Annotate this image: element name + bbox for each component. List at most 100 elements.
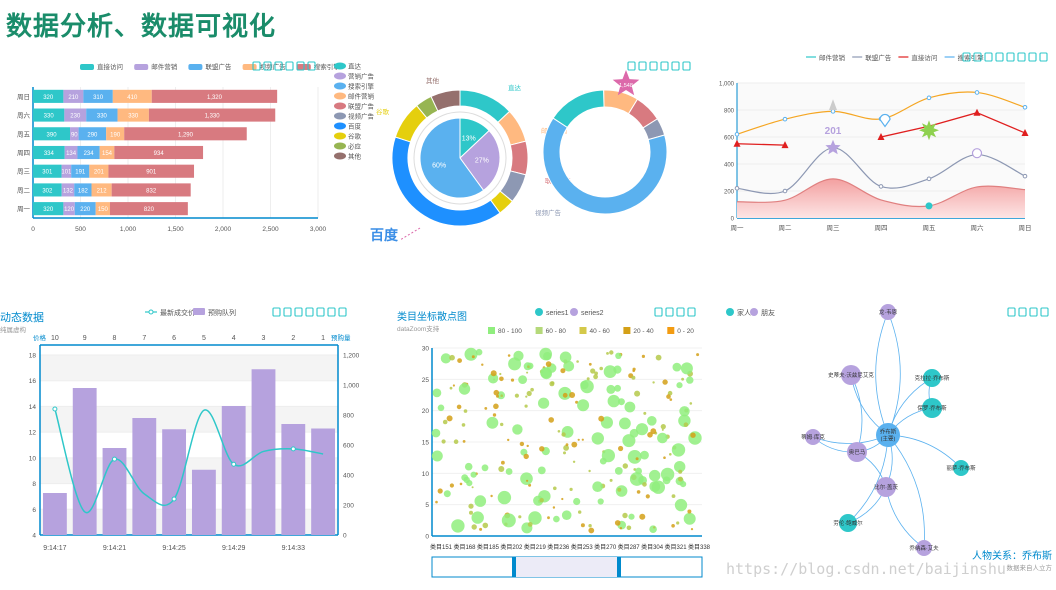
toolbox-tool-icon[interactable] [1029, 307, 1038, 317]
scatter-point[interactable] [539, 446, 545, 452]
range-legend-swatch[interactable] [623, 327, 631, 334]
dyn-bar[interactable] [281, 424, 306, 535]
graph-node[interactable] [953, 460, 969, 476]
scatter-point[interactable] [683, 512, 696, 525]
line-point[interactable] [877, 133, 885, 140]
bar-segment[interactable] [64, 108, 87, 122]
scatter-point[interactable] [569, 392, 576, 398]
scatter-point[interactable] [510, 378, 515, 382]
scatter-point[interactable] [576, 360, 579, 363]
bar-segment[interactable] [33, 183, 62, 197]
scatter-point[interactable] [649, 525, 657, 533]
scatter-point[interactable] [660, 424, 666, 430]
scatter-point[interactable] [453, 439, 459, 445]
line-point[interactable] [973, 108, 981, 116]
toolbox-tool-icon[interactable] [305, 307, 314, 317]
scatter-point[interactable] [527, 522, 533, 527]
scatter-point[interactable] [499, 372, 502, 376]
pie-legend-swatch[interactable] [334, 142, 346, 150]
toolbox-tool-icon[interactable] [285, 61, 294, 71]
scatter-point[interactable] [619, 527, 623, 530]
scatter-point[interactable] [548, 417, 554, 423]
scatter-point[interactable] [575, 400, 579, 404]
scatter-point[interactable] [507, 438, 510, 442]
dyn-bar[interactable] [311, 428, 336, 536]
scatter-point[interactable] [641, 354, 646, 358]
scatter-point[interactable] [431, 450, 443, 462]
scatter-point[interactable] [632, 369, 635, 373]
bar-segment[interactable] [33, 89, 64, 103]
scatter-point[interactable] [458, 383, 471, 395]
scatter-point[interactable] [451, 519, 465, 533]
scatter-point[interactable] [591, 432, 604, 445]
scatter-point[interactable] [496, 394, 499, 398]
scatter-point[interactable] [563, 451, 566, 455]
pie-legend-swatch[interactable] [334, 112, 346, 120]
scatter-point[interactable] [680, 481, 687, 488]
toolbox-tool-icon[interactable] [1028, 52, 1037, 62]
scatter-point[interactable] [526, 479, 529, 482]
scatter-point[interactable] [479, 527, 483, 531]
scatter-point[interactable] [481, 363, 484, 366]
scatter-point[interactable] [657, 432, 668, 444]
outer-ring-slice[interactable] [509, 140, 529, 176]
toolbox-tool-icon[interactable] [338, 307, 347, 317]
datazoom-handle-right[interactable] [617, 557, 621, 577]
scatter-point[interactable] [481, 464, 489, 472]
scatter-point[interactable] [456, 404, 462, 410]
bar-segment[interactable] [61, 164, 72, 178]
scatter-point[interactable] [606, 384, 616, 394]
scatter-point[interactable] [629, 472, 644, 486]
toolbox-tool-icon[interactable] [263, 61, 272, 71]
line-point[interactable] [878, 184, 884, 189]
toolbox-tool-icon[interactable] [962, 52, 971, 62]
bar-segment[interactable] [109, 202, 188, 216]
bar-segment[interactable] [112, 89, 152, 103]
scatter-point[interactable] [461, 423, 466, 427]
scatter-point[interactable] [525, 395, 528, 398]
bar-segment[interactable] [63, 89, 84, 103]
scatter-point[interactable] [645, 494, 650, 499]
toolbox-tool-icon[interactable] [274, 61, 283, 71]
toolbox-tool-icon[interactable] [627, 61, 636, 71]
pie-legend-swatch[interactable] [334, 152, 346, 160]
scatter-point[interactable] [459, 482, 463, 486]
scatter-point[interactable] [622, 512, 628, 519]
scatter-point[interactable] [618, 445, 624, 452]
scatter-point[interactable] [462, 440, 466, 443]
scatter-point[interactable] [499, 376, 504, 382]
scatter-point[interactable] [571, 441, 578, 448]
scatter-point[interactable] [597, 498, 604, 505]
scatter-point[interactable] [559, 351, 572, 364]
scatter-point[interactable] [577, 438, 580, 441]
graph-edge[interactable] [875, 311, 889, 436]
scatter-point[interactable] [617, 487, 622, 492]
scatter-point[interactable] [609, 350, 614, 355]
range-legend-swatch[interactable] [488, 327, 495, 334]
scatter-point[interactable] [440, 353, 451, 364]
scatter-point[interactable] [431, 428, 441, 438]
scatter-point[interactable] [470, 471, 477, 478]
line-point[interactable] [734, 132, 740, 137]
scatter-point[interactable] [464, 347, 478, 361]
scatter-point[interactable] [563, 445, 569, 451]
scatter-point[interactable] [538, 397, 550, 409]
toolbox-tool-icon[interactable] [1018, 307, 1027, 317]
scatter-point[interactable] [526, 371, 529, 374]
scatter-point[interactable] [588, 469, 591, 473]
dyn-price-line[interactable] [54, 408, 324, 514]
scatter-point[interactable] [500, 422, 504, 427]
bar-segment[interactable] [83, 89, 113, 103]
toolbox-tool-icon[interactable] [649, 61, 658, 71]
scatter-point[interactable] [578, 510, 582, 514]
line-point[interactable] [782, 116, 788, 122]
scatter-point[interactable] [681, 377, 684, 381]
scatter-point[interactable] [690, 528, 694, 531]
scatter-point[interactable] [561, 510, 572, 520]
scatter-point[interactable] [463, 409, 468, 413]
bar-segment[interactable] [148, 108, 276, 122]
toolbox-tool-icon[interactable] [296, 61, 305, 71]
scatter-point[interactable] [619, 417, 631, 430]
bar-legend-item-swatch[interactable] [134, 64, 149, 70]
scatter-point[interactable] [552, 506, 556, 509]
